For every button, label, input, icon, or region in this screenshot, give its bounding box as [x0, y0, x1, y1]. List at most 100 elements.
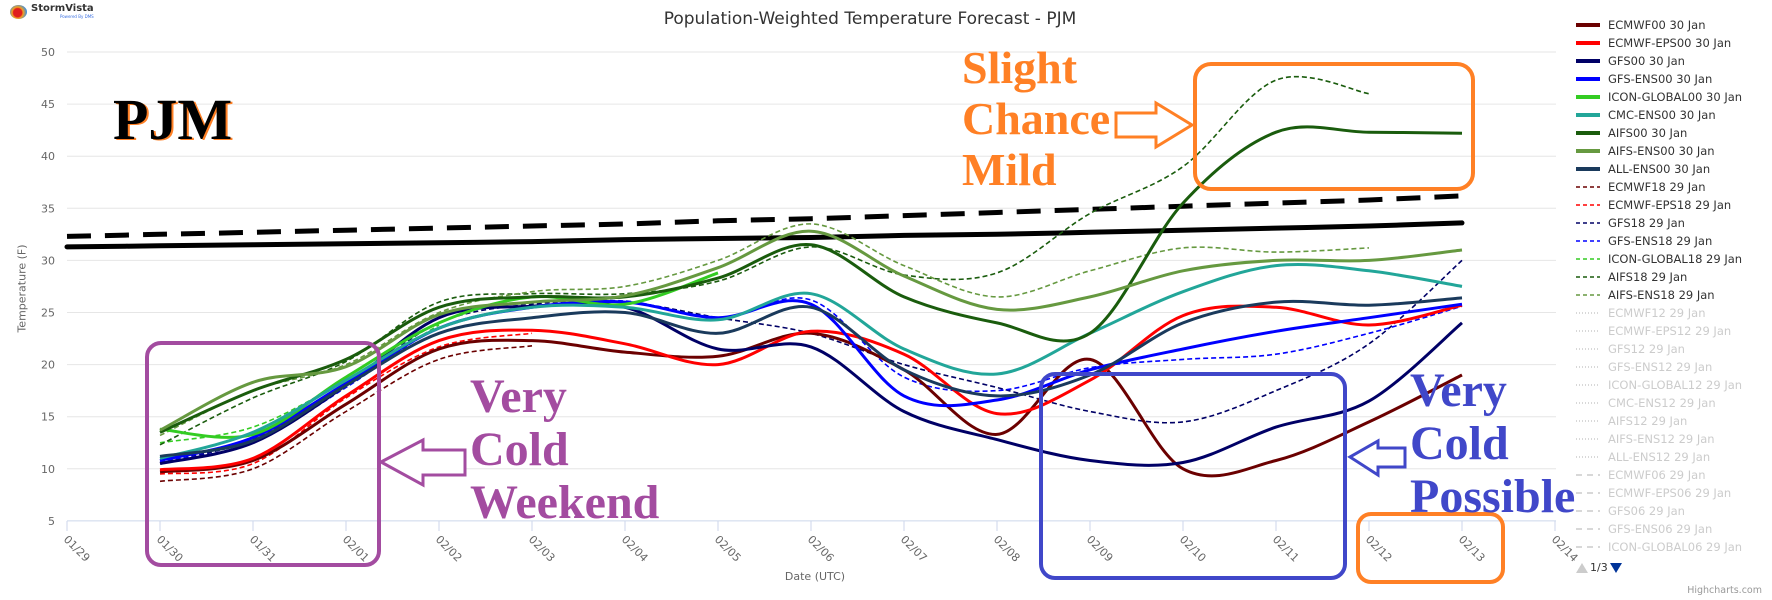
- y-tick-label: 20: [41, 359, 55, 372]
- legend-label: AIFS-ENS18 29 Jan: [1608, 288, 1715, 302]
- weekend-annotation: Very Cold Weekend: [470, 370, 659, 529]
- x-tick-label: 01/29: [61, 533, 93, 565]
- series-cmc-ens00-30-jan[interactable]: [159, 262, 1463, 460]
- legend-label: GFS-ENS18 29 Jan: [1608, 234, 1713, 248]
- legend-label: AIFS18 29 Jan: [1608, 270, 1688, 284]
- weekend-line: Weekend: [470, 476, 660, 529]
- legend-item[interactable]: ECMWF00 30 Jan: [1576, 16, 1742, 34]
- legend-item[interactable]: AIFS18 29 Jan: [1576, 268, 1742, 286]
- x-tick-label: 02/07: [898, 533, 930, 565]
- legend-item[interactable]: ICON-GLOBAL00 30 Jan: [1576, 88, 1742, 106]
- x-tick-label: 02/06: [805, 533, 837, 565]
- legend-symbol-icon: [1576, 366, 1600, 368]
- legend-item[interactable]: ECMWF12 29 Jan: [1576, 304, 1742, 322]
- legend-label: GFS18 29 Jan: [1608, 216, 1685, 230]
- x-tick-label: 02/08: [991, 533, 1023, 565]
- legend-symbol-icon: [1576, 41, 1600, 45]
- legend-label: ECMWF06 29 Jan: [1608, 468, 1706, 482]
- annotation-shapes: [145, 62, 1505, 584]
- legend-item[interactable]: GFS06 29 Jan: [1576, 502, 1742, 520]
- legend-label: ECMWF18 29 Jan: [1608, 180, 1706, 194]
- series-ecmwf-eps18-29-jan[interactable]: [159, 332, 533, 475]
- legend-label: ALL-ENS12 29 Jan: [1608, 450, 1711, 464]
- series-aifs-ens00-30-jan[interactable]: [159, 229, 1463, 432]
- legend-item[interactable]: CMC-ENS12 29 Jan: [1576, 394, 1742, 412]
- x-tick-label: 02/01: [340, 533, 372, 565]
- chart-title: Population-Weighted Temperature Forecast…: [663, 9, 1077, 29]
- legend-item[interactable]: AIFS12 29 Jan: [1576, 412, 1742, 430]
- legend-item[interactable]: AIFS-ENS00 30 Jan: [1576, 142, 1742, 160]
- series-gfs-ens00-30-jan[interactable]: [159, 299, 1463, 462]
- y-tick-label: 45: [41, 98, 55, 111]
- legend-page-up-icon[interactable]: [1576, 562, 1588, 573]
- legend-item[interactable]: ICON-GLOBAL12 29 Jan: [1576, 376, 1742, 394]
- legend-symbol-icon: [1576, 474, 1600, 476]
- legend-item[interactable]: ECMWF-EPS12 29 Jan: [1576, 322, 1742, 340]
- legend-item[interactable]: AIFS00 30 Jan: [1576, 124, 1742, 142]
- legend-item[interactable]: ICON-GLOBAL06 29 Jan: [1576, 538, 1742, 556]
- region-label: PJM: [113, 87, 233, 152]
- legend-label: AIFS12 29 Jan: [1608, 414, 1688, 428]
- y-tick-label: 50: [41, 46, 55, 59]
- mild-highlight-box: [1193, 62, 1475, 191]
- legend-item[interactable]: CMC-ENS00 30 Jan: [1576, 106, 1742, 124]
- legend-item[interactable]: ECMWF-EPS06 29 Jan: [1576, 484, 1742, 502]
- legend-label: AIFS00 30 Jan: [1608, 126, 1688, 140]
- series-all-ens00-30-jan[interactable]: [159, 296, 1463, 458]
- legend-item[interactable]: ALL-ENS12 29 Jan: [1576, 448, 1742, 466]
- legend-item[interactable]: ECMWF06 29 Jan: [1576, 466, 1742, 484]
- legend-symbol-icon: [1576, 312, 1600, 314]
- legend-label: GFS12 29 Jan: [1608, 342, 1685, 356]
- series-icon-global00-30-jan[interactable]: [159, 271, 719, 439]
- late-dates-box: [1356, 512, 1505, 584]
- legend-label: GFS-ENS12 29 Jan: [1608, 360, 1713, 374]
- highcharts-credit[interactable]: Highcharts.com: [1687, 585, 1762, 596]
- legend-item[interactable]: GFS-ENS06 29 Jan: [1576, 520, 1742, 538]
- legend-item[interactable]: ALL-ENS00 30 Jan: [1576, 160, 1742, 178]
- y-axis-ticks: 5 10 15 20 25 30 35 40 45 50: [41, 46, 55, 528]
- series-ecmwf18-29-jan[interactable]: [159, 345, 533, 483]
- legend-item[interactable]: AIFS-ENS18 29 Jan: [1576, 286, 1742, 304]
- series-ecmwf-eps00-30-jan[interactable]: [159, 303, 1463, 472]
- legend-item[interactable]: ECMWF18 29 Jan: [1576, 178, 1742, 196]
- legend-symbol-icon: [1576, 23, 1600, 27]
- legend-item[interactable]: AIFS-ENS12 29 Jan: [1576, 430, 1742, 448]
- x-tick-label: 02/10: [1177, 533, 1209, 565]
- legend-symbol-icon: [1576, 456, 1600, 458]
- reference-line-normal-upper: [66, 193, 1463, 239]
- cold-possible-line: Very: [1410, 364, 1507, 417]
- legend-item[interactable]: GFS-ENS00 30 Jan: [1576, 70, 1742, 88]
- legend-label: ECMWF-EPS18 29 Jan: [1608, 198, 1732, 212]
- y-tick-label: 30: [41, 254, 55, 267]
- legend-symbol-icon: [1576, 402, 1600, 404]
- legend-label: AIFS-ENS12 29 Jan: [1608, 432, 1715, 446]
- legend-label: AIFS-ENS00 30 Jan: [1608, 144, 1715, 158]
- legend-symbol-icon: [1576, 420, 1600, 422]
- legend-item[interactable]: GFS-ENS12 29 Jan: [1576, 358, 1742, 376]
- legend-item[interactable]: GFS-ENS18 29 Jan: [1576, 232, 1742, 250]
- legend-item[interactable]: ICON-GLOBAL18 29 Jan: [1576, 250, 1742, 268]
- series-ecmwf00-30-jan[interactable]: [159, 331, 1463, 478]
- legend-label: GFS06 29 Jan: [1608, 504, 1685, 518]
- series-gfs00-30-jan[interactable]: [159, 301, 1463, 467]
- legend-page-down-icon[interactable]: [1609, 562, 1622, 573]
- x-tick-label: 01/31: [247, 533, 279, 565]
- legend-symbol-icon: [1576, 330, 1600, 332]
- mild-arrow-icon: [1114, 100, 1195, 150]
- mild-annotation: Slight Chance Mild: [962, 42, 1110, 195]
- legend-symbol-icon: [1576, 546, 1600, 548]
- legend-item[interactable]: ECMWF-EPS18 29 Jan: [1576, 196, 1742, 214]
- legend-item[interactable]: GFS18 29 Jan: [1576, 214, 1742, 232]
- series-aifs00-30-jan[interactable]: [159, 125, 1463, 434]
- legend-item[interactable]: ECMWF-EPS00 30 Jan: [1576, 34, 1742, 52]
- legend-symbol-icon: [1576, 348, 1600, 350]
- legend-item[interactable]: GFS12 29 Jan: [1576, 340, 1742, 358]
- legend-symbol-icon: [1576, 167, 1600, 171]
- legend-item[interactable]: GFS00 30 Jan: [1576, 52, 1742, 70]
- y-axis-label: Temperature (F): [15, 244, 29, 333]
- series-aifs-ens18-29-jan[interactable]: [159, 223, 1370, 437]
- cold-possible-annotation: Very Cold Possible: [1410, 364, 1575, 523]
- series-icon-global18-29-jan[interactable]: [159, 324, 440, 444]
- series-lines: [64, 75, 1465, 483]
- y-tick-label: 10: [41, 463, 55, 476]
